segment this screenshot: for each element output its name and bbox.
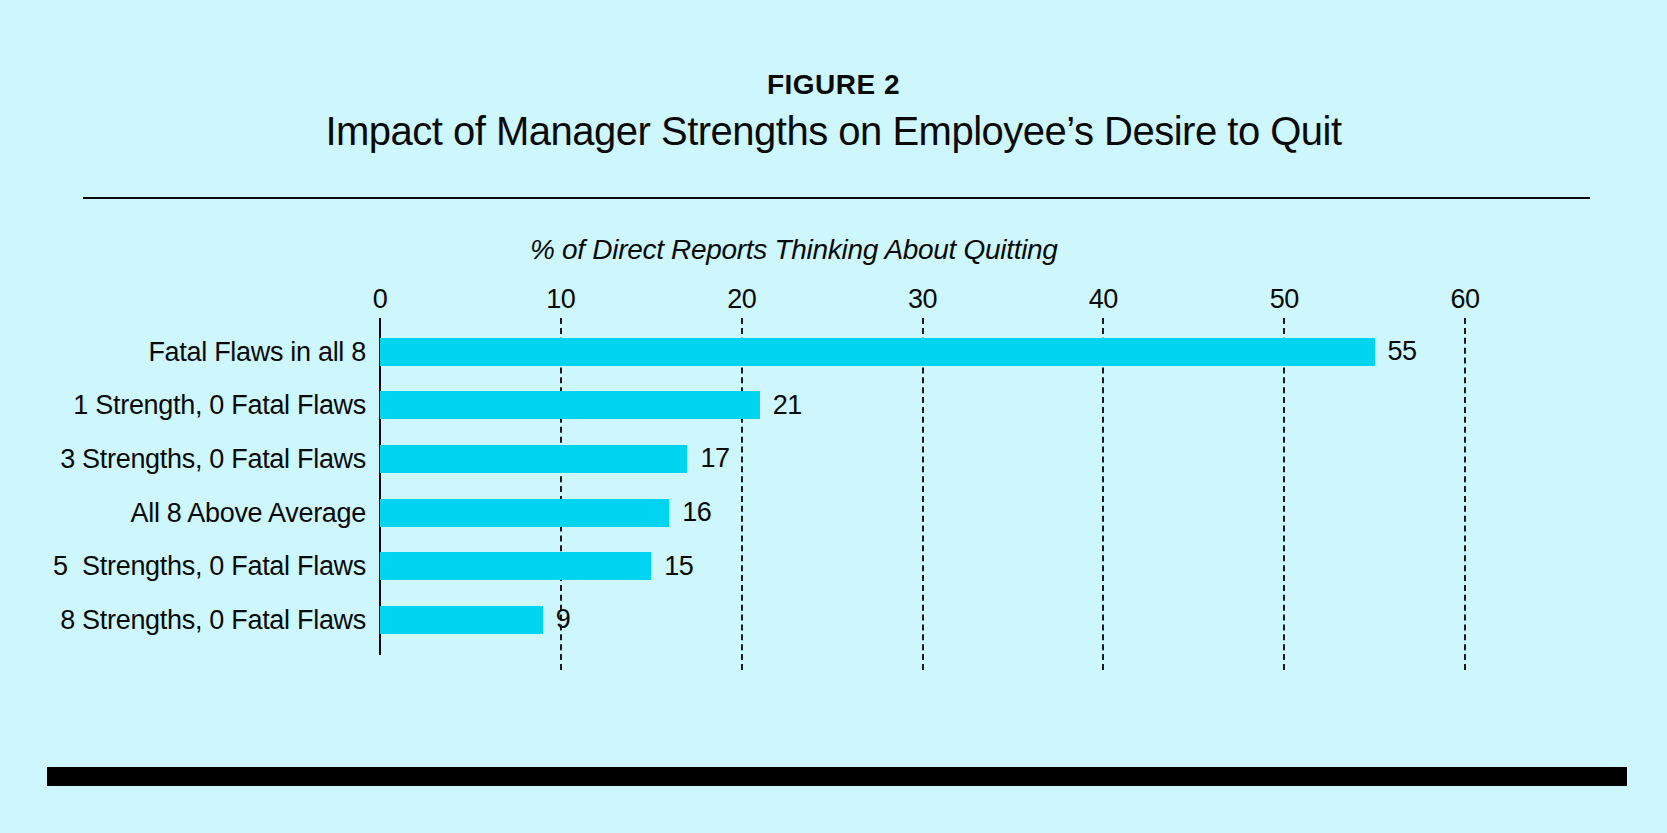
bar-row: All 8 Above Average16	[380, 486, 1465, 540]
bar-rows: Fatal Flaws in all 8551 Strength, 0 Fata…	[380, 325, 1465, 647]
bar	[380, 445, 687, 473]
category-label: Fatal Flaws in all 8	[148, 336, 366, 367]
bar-row: 5 Strengths, 0 Fatal Flaws15	[380, 539, 1465, 593]
bar	[380, 499, 669, 527]
category-label: 3 Strengths, 0 Fatal Flaws	[60, 443, 366, 474]
bar	[380, 606, 543, 634]
value-label: 17	[700, 443, 729, 474]
value-label: 16	[682, 497, 711, 528]
plot-area: 0102030405060 Fatal Flaws in all 8551 St…	[380, 0, 1465, 833]
category-label: 1 Strength, 0 Fatal Flaws	[73, 390, 366, 421]
bottom-rule	[47, 767, 1627, 786]
bar-row: 8 Strengths, 0 Fatal Flaws9	[380, 593, 1465, 647]
value-label: 15	[664, 551, 693, 582]
bar	[380, 391, 760, 419]
category-label: 8 Strengths, 0 Fatal Flaws	[60, 604, 366, 635]
bar	[380, 552, 651, 580]
bar-row: 3 Strengths, 0 Fatal Flaws17	[380, 432, 1465, 486]
category-label: All 8 Above Average	[131, 497, 366, 528]
value-label: 55	[1388, 336, 1417, 367]
bar-row: 1 Strength, 0 Fatal Flaws21	[380, 379, 1465, 433]
bar	[380, 338, 1375, 366]
value-label: 9	[556, 604, 571, 635]
category-label: 5 Strengths, 0 Fatal Flaws	[53, 551, 366, 582]
value-label: 21	[773, 390, 802, 421]
figure-2-bar-chart: FIGURE 2 Impact of Manager Strengths on …	[0, 0, 1667, 833]
bar-row: Fatal Flaws in all 855	[380, 325, 1465, 379]
